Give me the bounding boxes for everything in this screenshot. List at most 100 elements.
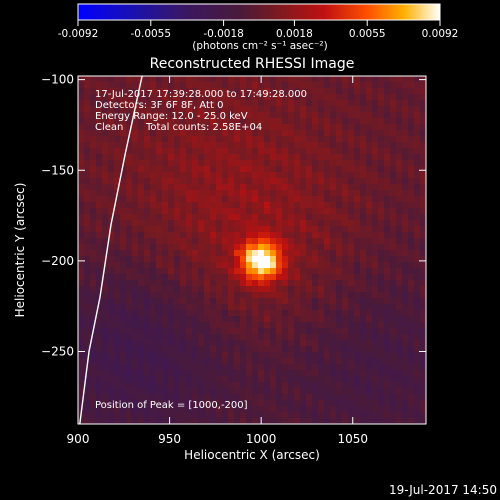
heatmap-cell bbox=[282, 232, 289, 239]
heatmap-cell bbox=[108, 88, 115, 95]
heatmap-cell bbox=[276, 124, 283, 131]
heatmap-cell bbox=[300, 166, 307, 173]
heatmap-cell bbox=[228, 352, 235, 359]
heatmap-cell bbox=[120, 178, 127, 185]
heatmap-cell bbox=[282, 262, 289, 269]
heatmap-cell bbox=[180, 382, 187, 389]
heatmap-cell bbox=[324, 220, 331, 227]
heatmap-cell bbox=[324, 142, 331, 149]
heatmap-cell bbox=[354, 292, 361, 299]
heatmap-cell bbox=[114, 232, 121, 239]
heatmap-cell bbox=[330, 130, 337, 137]
heatmap-cell bbox=[96, 220, 103, 227]
heatmap-cell bbox=[366, 118, 373, 125]
heatmap-cell bbox=[246, 196, 253, 203]
heatmap-cell bbox=[180, 184, 187, 191]
heatmap-cell bbox=[90, 316, 97, 323]
heatmap-cell bbox=[372, 166, 379, 173]
heatmap-cell bbox=[162, 148, 169, 155]
heatmap-cell bbox=[186, 184, 193, 191]
heatmap-cell bbox=[102, 244, 109, 251]
heatmap-cell bbox=[336, 172, 343, 179]
heatmap-cell bbox=[216, 202, 223, 209]
heatmap-cell bbox=[216, 232, 223, 239]
heatmap-cell bbox=[84, 412, 91, 419]
heatmap-cell bbox=[222, 214, 229, 221]
heatmap-cell bbox=[258, 106, 265, 113]
heatmap-cell bbox=[150, 196, 157, 203]
heatmap-cell bbox=[402, 358, 409, 365]
heatmap-cell bbox=[402, 274, 409, 281]
heatmap-cell bbox=[354, 100, 361, 107]
heatmap-cell bbox=[222, 106, 229, 113]
heatmap-cell bbox=[288, 238, 295, 245]
heatmap-cell bbox=[390, 136, 397, 143]
heatmap-cell bbox=[252, 232, 259, 239]
heatmap-cell bbox=[330, 280, 337, 287]
heatmap-cell bbox=[384, 370, 391, 377]
heatmap-cell bbox=[192, 124, 199, 131]
heatmap-cell bbox=[168, 292, 175, 299]
heatmap-cell bbox=[276, 94, 283, 101]
timestamp: 19-Jul-2017 14:50 bbox=[389, 483, 497, 497]
heatmap-cell bbox=[90, 106, 97, 113]
heatmap-cell bbox=[210, 226, 217, 233]
heatmap-cell bbox=[264, 76, 271, 83]
heatmap-cell bbox=[120, 394, 127, 401]
heatmap-cell bbox=[414, 286, 421, 293]
colorbar-tick-label: -0.0055 bbox=[131, 28, 172, 40]
heatmap-cell bbox=[198, 112, 205, 119]
heatmap-cell bbox=[180, 214, 187, 221]
heatmap-cell bbox=[276, 322, 283, 329]
heatmap-cell bbox=[192, 76, 199, 83]
heatmap-cell bbox=[180, 220, 187, 227]
heatmap-cell bbox=[246, 418, 253, 424]
heatmap-cell bbox=[252, 160, 259, 167]
heatmap-cell bbox=[108, 358, 115, 365]
heatmap-cell bbox=[156, 130, 163, 137]
heatmap-cell bbox=[402, 118, 409, 125]
heatmap-cell bbox=[192, 130, 199, 137]
heatmap-cell bbox=[90, 340, 97, 347]
heatmap-cell bbox=[222, 262, 229, 269]
heatmap-cell bbox=[90, 346, 97, 353]
heatmap-cell bbox=[402, 406, 409, 413]
heatmap-cell bbox=[264, 202, 271, 209]
heatmap-cell bbox=[252, 100, 259, 107]
heatmap-cell bbox=[192, 274, 199, 281]
heatmap-cell bbox=[252, 154, 259, 161]
heatmap-cell bbox=[384, 178, 391, 185]
heatmap-cell bbox=[222, 118, 229, 125]
heatmap-cell bbox=[312, 226, 319, 233]
heatmap-cell bbox=[378, 328, 385, 335]
heatmap-cell bbox=[120, 286, 127, 293]
heatmap-cell bbox=[342, 346, 349, 353]
heatmap-cell bbox=[258, 364, 265, 371]
heatmap-cell bbox=[180, 226, 187, 233]
heatmap-cell bbox=[246, 154, 253, 161]
heatmap-cell bbox=[270, 298, 277, 305]
heatmap-cell bbox=[162, 160, 169, 167]
heatmap-cell bbox=[162, 178, 169, 185]
heatmap-cell bbox=[312, 220, 319, 227]
heatmap-cell bbox=[288, 136, 295, 143]
heatmap-cell bbox=[156, 196, 163, 203]
heatmap-cell bbox=[174, 376, 181, 383]
heatmap-cell bbox=[366, 364, 373, 371]
heatmap-cell bbox=[354, 166, 361, 173]
heatmap-cell bbox=[192, 322, 199, 329]
heatmap-cell bbox=[252, 340, 259, 347]
heatmap-cell bbox=[330, 316, 337, 323]
heatmap-cell bbox=[210, 376, 217, 383]
heatmap-cell bbox=[384, 250, 391, 257]
heatmap-cell bbox=[414, 262, 421, 269]
heatmap-cell bbox=[258, 382, 265, 389]
heatmap-cell bbox=[336, 238, 343, 245]
heatmap-cell bbox=[126, 394, 133, 401]
heatmap-cell bbox=[288, 310, 295, 317]
heatmap-cell bbox=[378, 184, 385, 191]
heatmap-cell bbox=[264, 190, 271, 197]
heatmap-cell bbox=[156, 310, 163, 317]
heatmap-cell bbox=[378, 160, 385, 167]
heatmap-cell bbox=[354, 136, 361, 143]
